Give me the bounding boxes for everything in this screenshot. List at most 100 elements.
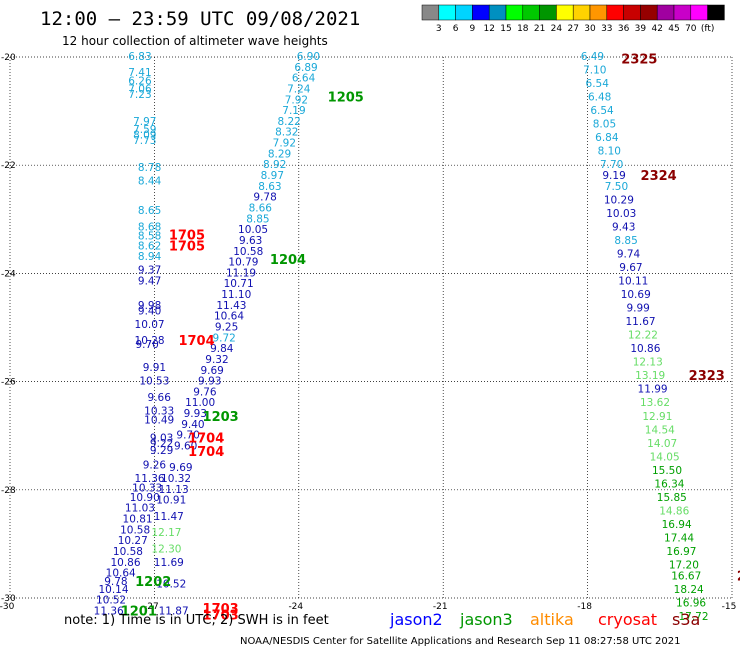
pass-number-label: 1205	[328, 91, 364, 106]
wave-height-value: 8.66	[249, 202, 273, 214]
wave-height-value: 9.25	[215, 322, 238, 334]
wave-height-value: 13.62	[640, 397, 670, 409]
satellite-name-s3a: s3a	[672, 610, 700, 629]
color-scale-label: 18	[517, 24, 529, 34]
color-scale-label: 33	[601, 24, 612, 34]
wave-height-value: 7.23	[128, 89, 151, 101]
wave-height-value: 10.33	[144, 405, 174, 417]
wave-height-value: 9.70	[135, 339, 158, 351]
credit-line: NOAA/NESDIS Center for Satellite Applica…	[240, 636, 681, 647]
wave-height-value: 8.10	[598, 146, 621, 158]
color-scale-label: 21	[534, 24, 545, 34]
data-points: 6.83 7.416.267.067.23 7.977.598.097.73 8.78…	[94, 51, 709, 623]
wave-height-value: 10.58	[113, 546, 143, 558]
wave-height-value: 11.19	[226, 267, 256, 279]
wave-height-value: 10.58	[120, 524, 150, 536]
wave-height-value: 10.64	[214, 311, 244, 323]
pass-number-label: 1203	[203, 410, 239, 425]
color-scale-legend: 3 6 9 12 15 18 21 24 27 30 33 36 39 42 45 70 (ft)	[421, 4, 725, 34]
color-swatch	[673, 4, 692, 21]
wave-height-value: 9.60	[174, 441, 197, 453]
wave-height-value: 14.54	[645, 424, 675, 436]
y-tick-label: -24	[1, 269, 16, 279]
wave-height-value: 10.27	[118, 535, 148, 547]
y-tick-label: -26	[1, 378, 16, 388]
pass-number-label: 2324	[641, 169, 677, 184]
color-swatch	[656, 4, 675, 21]
wave-height-value: 11.36	[135, 473, 165, 485]
wave-height-value: 8.09	[133, 129, 156, 141]
wave-height-value: 9.93	[184, 408, 207, 420]
wave-height-value: 7.10	[583, 65, 606, 77]
wave-height-value: 12.30	[151, 543, 181, 555]
wave-height-value: 10.79	[228, 257, 258, 269]
wave-height-value: 6.49	[581, 51, 604, 63]
wave-height-value: 9.84	[210, 343, 234, 355]
wave-height-value: 9.78	[253, 192, 276, 204]
color-scale-label: 30	[584, 24, 596, 34]
color-swatch	[606, 4, 624, 21]
wave-height-value: 15.50	[652, 465, 682, 477]
page-title: 12:00 – 23:59 UTC 09/08/2021	[40, 8, 360, 30]
wave-height-value: 6.48	[588, 92, 611, 104]
color-scale-label: 39	[635, 24, 647, 34]
wave-height-value: 8.97	[261, 170, 284, 182]
color-swatch	[438, 4, 456, 21]
wave-height-value: 9.98	[138, 300, 161, 312]
wave-height-value: 10.14	[98, 584, 128, 596]
y-tick-label: -28	[1, 486, 16, 496]
wave-height-value: 7.41	[128, 67, 151, 79]
wave-height-value: 7.50	[605, 181, 628, 193]
wave-height-value: 6.64	[292, 73, 316, 85]
wave-height-value: 6.54	[590, 105, 614, 117]
wave-height-value: 9.37	[138, 265, 161, 277]
wave-height-value: 11.99	[638, 384, 668, 396]
wave-height-value: 8.68	[138, 221, 161, 233]
wave-height-value: 11.03	[125, 503, 155, 515]
wave-height-value: 8.78	[138, 162, 161, 174]
color-scale-label: 42	[651, 24, 662, 34]
x-tick-label: -18	[577, 602, 592, 612]
wave-height-value: 10.32	[161, 473, 191, 485]
color-swatch	[589, 4, 608, 21]
wave-height-value: 6.26	[128, 75, 152, 87]
pass-number-label: 2325	[621, 53, 657, 68]
wave-height-value: 9.93	[198, 376, 221, 388]
color-swatch	[707, 4, 725, 21]
wave-height-value: 11.36	[94, 606, 124, 618]
pass-number-label: 1705	[169, 229, 205, 244]
wave-height-value: 10.53	[139, 376, 169, 388]
wave-height-value: 9.22	[150, 438, 173, 450]
wave-height-value: 14.05	[650, 451, 680, 463]
y-tick-label: -30	[1, 594, 16, 604]
wave-height-value: 17.72	[678, 611, 708, 623]
wave-height-value: 6.90	[297, 51, 320, 63]
wave-height-value: 8.22	[277, 116, 300, 128]
wave-height-value: 10.49	[144, 415, 174, 427]
pass-number-label: 1704	[188, 445, 224, 460]
wave-height-value: 7.59	[133, 124, 156, 136]
wave-height-value: 9.63	[239, 235, 262, 247]
wave-height-value: 10.86	[630, 343, 660, 355]
wave-height-value: 13.19	[635, 370, 665, 382]
wave-height-value: 7.24	[287, 83, 311, 95]
wave-height-value: 14.07	[647, 438, 677, 450]
wave-height-value: 7.97	[133, 116, 156, 128]
color-swatch	[522, 4, 540, 21]
wave-height-value: 9.69	[200, 365, 223, 377]
wave-height-value: 9.70	[176, 430, 199, 442]
color-swatch	[505, 4, 524, 21]
wave-height-value: 10.52	[156, 578, 186, 590]
wave-height-value: 9.74	[617, 248, 641, 260]
wave-height-value: 6.89	[294, 62, 317, 74]
pass-number-label: 1704	[178, 334, 214, 349]
wave-height-value: 10.81	[123, 514, 153, 526]
pass-number-label: 1704	[188, 431, 224, 446]
wave-height-value: 16.34	[654, 478, 684, 490]
satellite-legend: jason2 jason3 altika cryosat s3a	[389, 610, 700, 629]
wave-height-value: 8.85	[246, 213, 269, 225]
color-swatch	[556, 4, 574, 21]
wave-height-value: 8.65	[138, 205, 161, 217]
wave-height-value: 10.03	[606, 208, 636, 220]
